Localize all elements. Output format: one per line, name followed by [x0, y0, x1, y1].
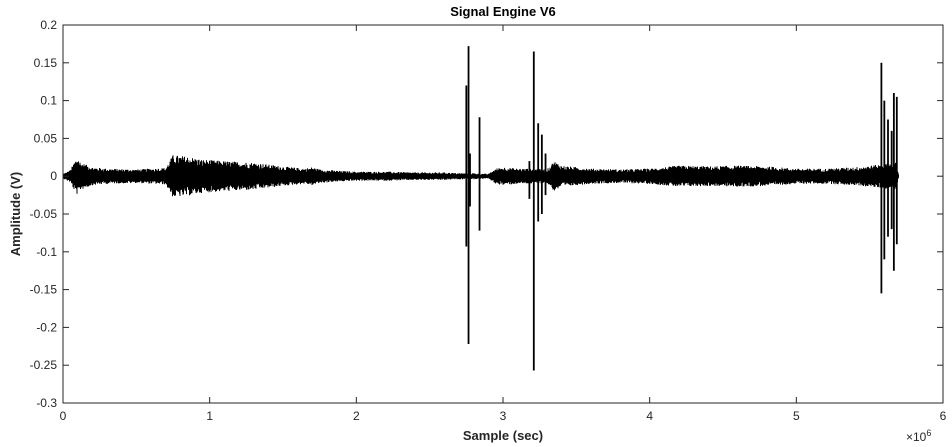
y-tick-label: -0.15 — [30, 283, 58, 297]
x-axis-exponent: ×106 — [906, 428, 931, 444]
y-tick-label: -0.1 — [36, 245, 57, 259]
x-axis-exponent-base: ×10 — [906, 430, 927, 444]
x-axis-exponent-power: 6 — [926, 428, 931, 438]
y-tick-label: -0.2 — [36, 320, 57, 334]
x-axis: 0 1 2 3 4 5 6 — [60, 25, 947, 423]
x-tick-label: 0 — [60, 409, 67, 423]
y-tick-label: 0 — [50, 169, 57, 183]
x-tick-label: 4 — [646, 409, 653, 423]
x-tick-label: 1 — [206, 409, 213, 423]
x-axis-label: Sample (sec) — [463, 428, 543, 443]
x-tick-label: 6 — [940, 409, 947, 423]
y-tick-label: 0.05 — [34, 131, 58, 145]
plot-area — [63, 25, 943, 403]
signal-spikes — [465, 46, 898, 371]
y-axis-label: Amplitude (V) — [8, 172, 23, 257]
y-axis: 0.2 0.15 0.1 0.05 0 -0.05 -0.1 -0.15 -0.2 -0.25 -0… — [30, 18, 943, 410]
y-tick-label: 0.2 — [40, 18, 57, 32]
y-tick-label: -0.3 — [36, 396, 57, 410]
y-tick-label: 0.1 — [40, 94, 57, 108]
chart-title: Signal Engine V6 — [450, 4, 555, 19]
y-tick-label: -0.25 — [30, 358, 58, 372]
x-tick-label: 2 — [353, 409, 360, 423]
x-tick-label: 3 — [500, 409, 507, 423]
x-tick-label: 5 — [793, 409, 800, 423]
y-tick-label: 0.15 — [34, 56, 58, 70]
y-tick-label: -0.05 — [30, 207, 58, 221]
